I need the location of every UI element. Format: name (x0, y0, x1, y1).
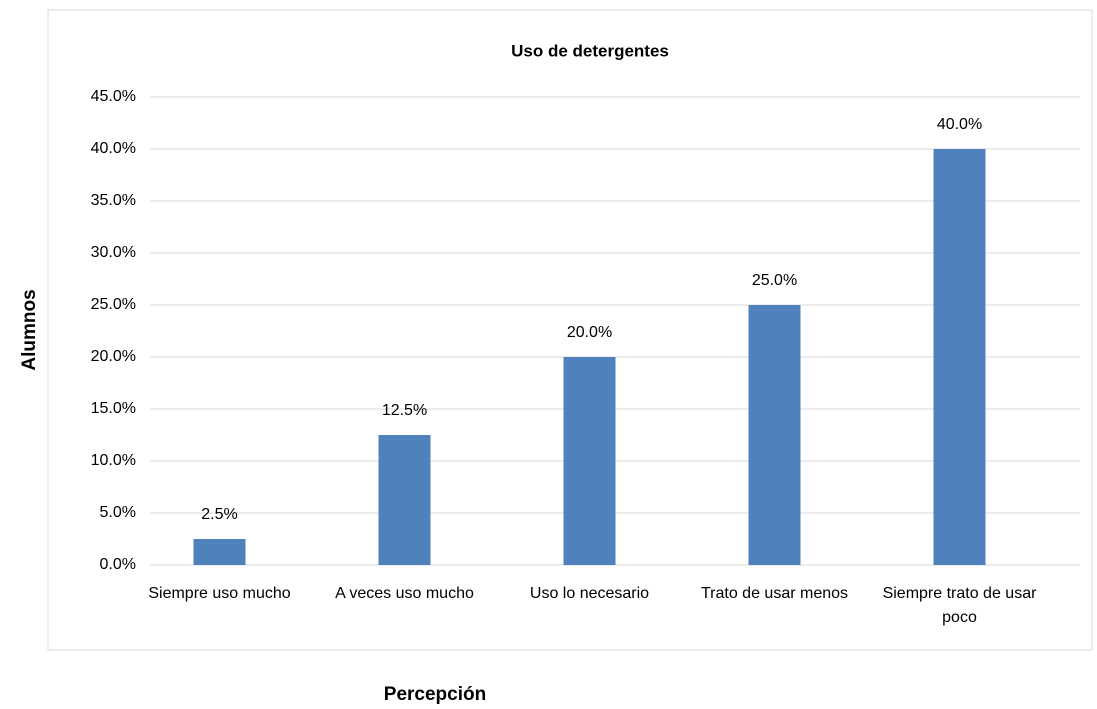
x-tick-label: A veces uso mucho (335, 585, 474, 602)
x-tick-label: Siempre trato de usar poco (882, 585, 1037, 626)
x-tick-label: Trato de usar menos (700, 585, 849, 602)
y-tick-label: 45.0% (91, 88, 136, 105)
y-tick-label: 20.0% (91, 348, 136, 365)
y-tick-label: 0.0% (100, 556, 136, 573)
y-axis-label: Alumnos (19, 289, 40, 370)
chart-frame (47, 9, 1093, 651)
data-label: 12.5% (382, 402, 427, 419)
x-tick-label: Siempre uso mucho (148, 585, 291, 602)
data-label: 25.0% (752, 272, 797, 289)
data-label: 20.0% (567, 324, 612, 341)
x-tick-label: Uso lo necesario (529, 585, 650, 602)
y-tick-label: 40.0% (91, 140, 136, 157)
data-label: 40.0% (937, 116, 982, 133)
bar (933, 149, 986, 565)
data-label: 2.5% (201, 506, 237, 523)
y-tick-label: 25.0% (91, 296, 136, 313)
y-tick-label: 35.0% (91, 192, 136, 209)
y-tick-label: 5.0% (100, 504, 136, 521)
bar (378, 435, 431, 565)
y-tick-label: 15.0% (91, 400, 136, 417)
y-tick-label: 30.0% (91, 244, 136, 261)
bar (748, 305, 801, 565)
x-axis-label: Percepción (384, 684, 486, 705)
bar (563, 357, 616, 565)
bar (193, 539, 246, 565)
chart-title: Uso de detergentes (511, 41, 669, 60)
y-tick-label: 10.0% (91, 452, 136, 469)
